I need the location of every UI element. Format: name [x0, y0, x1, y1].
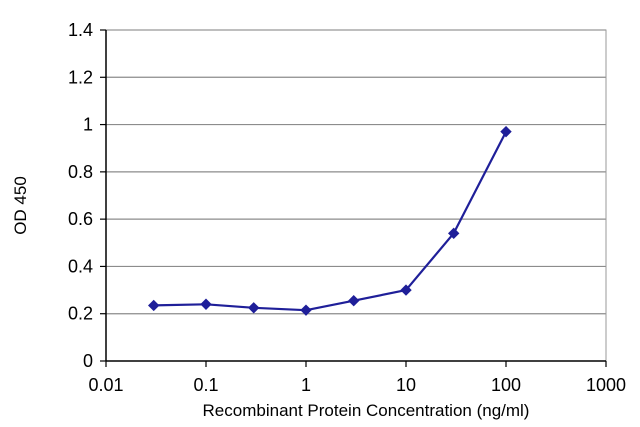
series	[148, 125, 512, 316]
data-point-marker	[148, 299, 160, 312]
data-point-marker	[400, 284, 412, 296]
x-tick-label: 0.1	[193, 375, 218, 395]
y-tick-label: 1	[83, 115, 93, 135]
x-tick-label: 1000	[586, 375, 626, 395]
data-point-marker	[300, 304, 312, 316]
gridlines	[106, 29, 606, 315]
y-axis-title: OD 450	[11, 176, 30, 235]
axes	[105, 29, 607, 362]
x-tick-label: 1	[301, 375, 311, 395]
y-tick-label: 0	[83, 351, 93, 371]
x-axis-title: Recombinant Protein Concentration (ng/ml…	[203, 401, 530, 420]
x-tick-label: 0.01	[88, 375, 123, 395]
y-tick-label: 0.2	[68, 304, 93, 324]
series-line	[153, 131, 507, 312]
y-tick-label: 0.4	[68, 256, 93, 276]
data-point-marker	[200, 298, 212, 310]
y-tick-label: 1.4	[68, 20, 93, 40]
y-tick-label: 1.2	[68, 67, 93, 87]
y-tick-label: 0.6	[68, 209, 93, 229]
x-tick-label: 100	[491, 375, 521, 395]
data-point-marker	[448, 227, 460, 240]
x-axis-ticks: 0.01 0.1 1 10 100 1000	[88, 361, 626, 395]
data-point-marker	[500, 125, 512, 138]
y-axis-ticks: 0 0.2 0.4 0.6 0.8 1 1.2 1.4	[68, 20, 106, 371]
data-point-marker	[248, 302, 260, 314]
plot-area-border	[105, 29, 607, 362]
data-point-marker	[348, 295, 360, 307]
x-tick-label: 10	[396, 375, 416, 395]
y-tick-label: 0.8	[68, 162, 93, 182]
